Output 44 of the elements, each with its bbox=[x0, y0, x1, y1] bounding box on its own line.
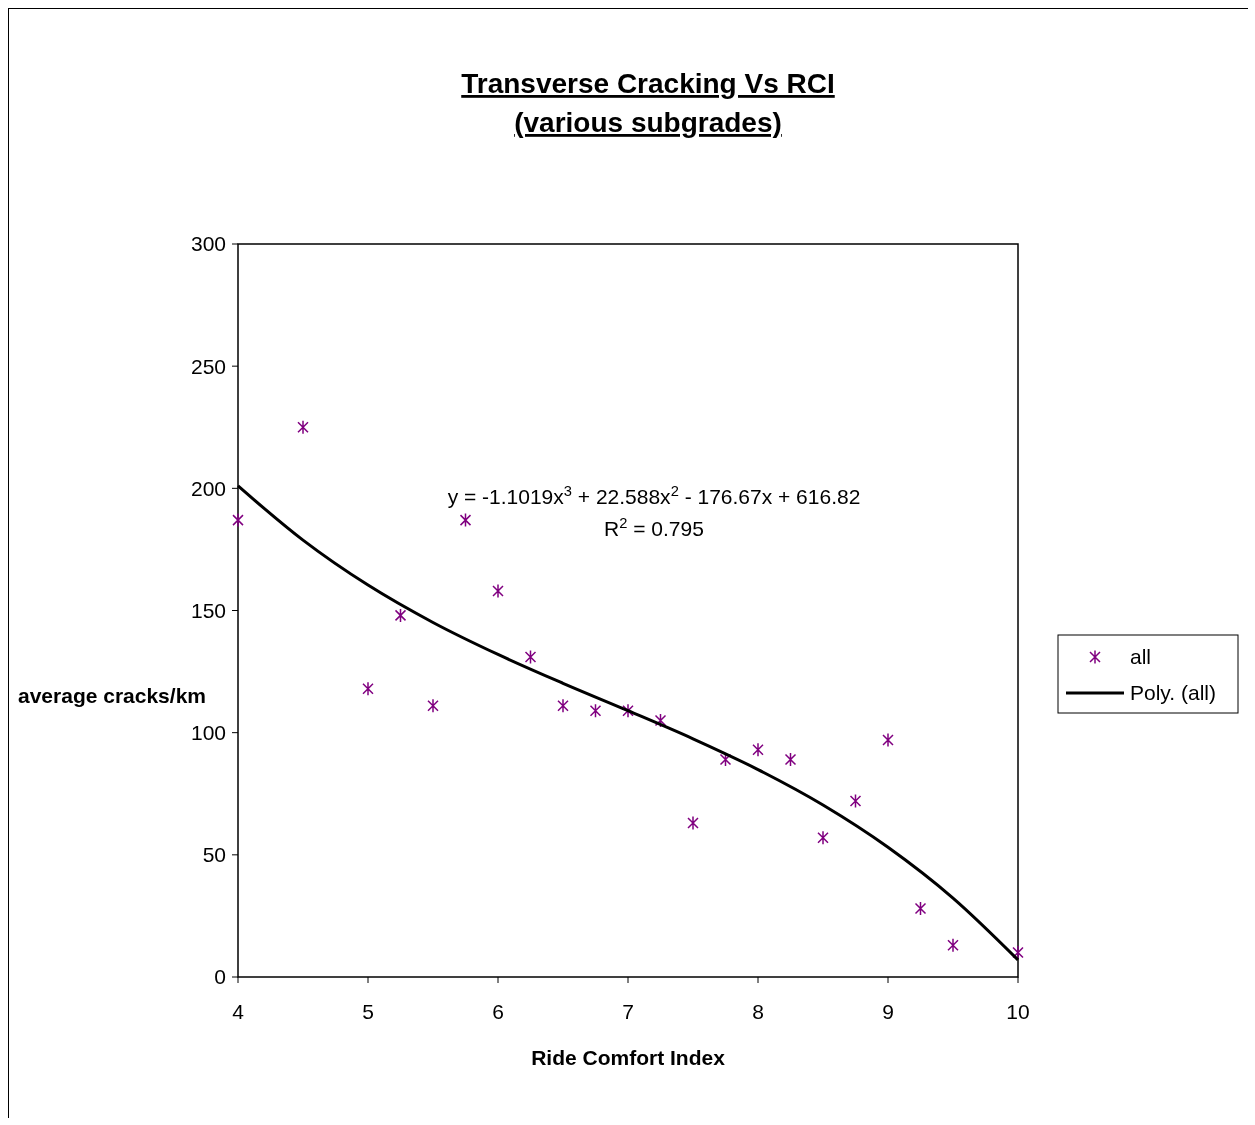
y-tick-label: 50 bbox=[202, 843, 226, 867]
legend-label: Poly. (all) bbox=[1130, 681, 1216, 705]
point bbox=[589, 703, 602, 718]
y-tick-label: 0 bbox=[214, 965, 226, 989]
point bbox=[524, 649, 537, 665]
y-tick-label: 150 bbox=[190, 598, 226, 622]
y-tick-label: 300 bbox=[190, 232, 226, 256]
chart-title: Transverse Cracking Vs RCI bbox=[461, 68, 835, 99]
point bbox=[394, 608, 407, 623]
point bbox=[817, 830, 829, 845]
annotation: y = -1.1019x$^{3}$ + 22.588x$^{2}$ - 176.67x + 616.82 bbox=[447, 483, 861, 509]
point bbox=[752, 742, 764, 758]
point bbox=[784, 752, 797, 767]
point bbox=[427, 698, 439, 714]
point bbox=[1012, 945, 1024, 960]
annotation: R$^{2}$ = 0.795 bbox=[604, 515, 704, 541]
point bbox=[557, 698, 569, 714]
point bbox=[297, 420, 309, 435]
x-tick-label: 10 bbox=[1006, 1000, 1030, 1023]
point bbox=[459, 512, 472, 528]
x-tick-label: 8 bbox=[752, 1000, 764, 1023]
x-axis-title: Ride Comfort Index bbox=[531, 1046, 726, 1069]
x-tick-label: 7 bbox=[622, 1000, 634, 1023]
point bbox=[947, 937, 959, 953]
point bbox=[622, 703, 634, 718]
x-tick-label: 5 bbox=[362, 1000, 374, 1023]
x-tick-label: 6 bbox=[492, 1000, 504, 1023]
point bbox=[654, 713, 667, 728]
x-tick-label: 4 bbox=[232, 1000, 245, 1023]
legend-label: all bbox=[1130, 645, 1152, 669]
point bbox=[362, 681, 374, 696]
point bbox=[719, 752, 732, 767]
chart-subtitle: (various subgrades) bbox=[514, 107, 782, 138]
y-tick-label: 100 bbox=[190, 721, 226, 745]
y-tick-label: 200 bbox=[190, 476, 226, 500]
y-tick-label: 250 bbox=[190, 354, 226, 378]
x-tick-label: 9 bbox=[882, 1000, 894, 1023]
y-axis-title: average cracks/km bbox=[18, 684, 206, 708]
point bbox=[687, 815, 699, 831]
point bbox=[492, 583, 504, 599]
point bbox=[914, 901, 927, 916]
point bbox=[849, 793, 862, 809]
point bbox=[882, 732, 894, 748]
point bbox=[232, 512, 244, 528]
